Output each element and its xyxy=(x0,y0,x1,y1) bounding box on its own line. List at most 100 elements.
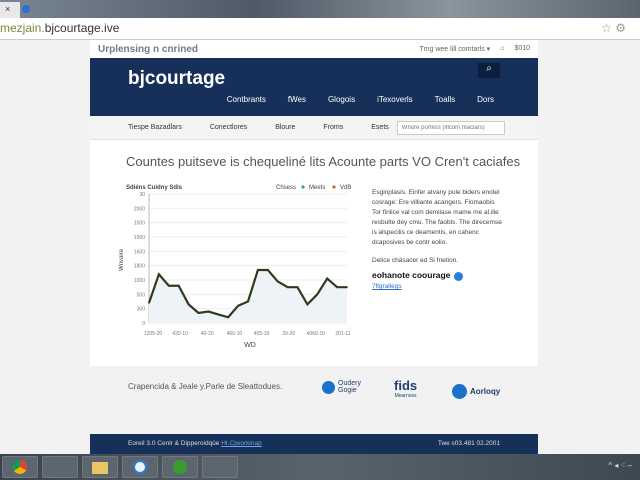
legend-marker xyxy=(301,185,305,189)
x-tick-label: 420-10 xyxy=(172,331,188,337)
legend-marker xyxy=(332,185,336,189)
area-fill xyxy=(149,269,347,323)
chrome-icon[interactable] xyxy=(2,456,38,478)
data-point xyxy=(336,286,338,288)
partners-credit: Crapencida & Jeale y.Parle de Sleattodue… xyxy=(128,382,283,391)
data-point xyxy=(197,312,200,314)
legend-entry: Meets xyxy=(309,185,325,191)
partner-logo-aorloqy[interactable]: Aorloqy xyxy=(452,384,500,399)
data-point xyxy=(286,286,289,288)
new-tab-icon[interactable] xyxy=(22,5,30,13)
data-point xyxy=(247,300,249,303)
info-icon[interactable] xyxy=(454,271,464,281)
partner-icon xyxy=(322,380,335,394)
partner-name: fids xyxy=(394,378,418,393)
x-tick-label: 40-20 xyxy=(201,331,214,337)
main-nav: Contbrants fWes Glogois iTexoverls Toall… xyxy=(227,95,494,104)
site-header: bjcourtage ⌕ Contbrants fWes Glogois iTe… xyxy=(90,58,538,116)
x-tick-label: 405-10 xyxy=(254,331,270,337)
cloud-icon[interactable] xyxy=(122,456,158,478)
data-point xyxy=(177,284,180,287)
browser-tab-bar: × xyxy=(0,0,640,18)
data-point xyxy=(227,316,229,319)
account-menu[interactable]: Tmg wee lill comtarls ▾ xyxy=(419,46,491,53)
y-tick-label: 1000 xyxy=(134,235,145,241)
cart-link[interactable]: $010 xyxy=(514,45,530,52)
data-point xyxy=(217,313,220,316)
green-app-icon[interactable] xyxy=(162,456,198,478)
data-point xyxy=(296,286,299,288)
y-tick-label: 1800 xyxy=(134,264,145,270)
site-footer: Eoreil 3.0 Cenlr & Dipperoidqüe Ht.Cjwor… xyxy=(90,434,538,456)
nav-item[interactable]: Toalls xyxy=(434,95,456,104)
tab-close-button[interactable]: × xyxy=(0,2,20,18)
search-icon[interactable]: ⌕ xyxy=(478,63,500,78)
partner-name: Aorloqy xyxy=(470,387,501,396)
nav-item[interactable]: Glogois xyxy=(327,95,356,104)
subnav-item[interactable]: Froms xyxy=(323,124,344,131)
folder-icon[interactable] xyxy=(82,456,118,478)
y-tick-label: 500 xyxy=(137,292,146,298)
data-point xyxy=(187,303,190,306)
y-tick-label: 1000 xyxy=(134,221,145,227)
y-tick-label: 1600 xyxy=(134,249,145,255)
partner-name: Gogie xyxy=(338,387,357,394)
x-tick-label: 1205-20 xyxy=(144,331,163,337)
nav-item[interactable]: fWes xyxy=(287,95,306,104)
partner-logo-fids[interactable]: fids Mearnoss xyxy=(394,378,417,399)
site-tagline: Urplensing n cnrined xyxy=(98,43,199,55)
chart-title: Sdiéns Cuidny Sdis xyxy=(126,185,183,191)
subnav-item[interactable]: Tiespe Bazadlars xyxy=(128,124,182,131)
x-tick-label: 201-11 xyxy=(335,331,350,337)
x-tick-label: 460-10 xyxy=(227,331,243,337)
partner-sub: Mearnoss xyxy=(394,393,417,399)
website: Urplensing n cnrined Tmg wee lill comtar… xyxy=(90,40,538,340)
data-point xyxy=(316,293,319,296)
content-card: Countes puitseve is chequeliné lits Acou… xyxy=(90,140,538,366)
side-panel: Esginplasis. Einfer atvany pule biders e… xyxy=(372,188,502,292)
nav-item[interactable]: Dors xyxy=(477,95,494,104)
drive-icon[interactable] xyxy=(202,456,238,478)
y-tick-label: 300 xyxy=(137,307,146,313)
footer-link[interactable]: Ht.Cjworkinap xyxy=(221,440,262,447)
partner-logo-gogie[interactable]: Oudery Gogie xyxy=(322,380,361,394)
data-point xyxy=(207,310,210,313)
bookmark-star-icon[interactable]: ☆ ⚙ xyxy=(601,21,626,35)
home-icon[interactable]: ⌂ xyxy=(500,45,505,52)
data-point xyxy=(257,269,259,271)
legend-label: Chsess xyxy=(276,185,296,191)
nav-item[interactable]: iTexoverls xyxy=(377,95,413,104)
address-bar[interactable]: mezjain.bjcourtage.ive ☆ ⚙ xyxy=(0,18,640,40)
data-point xyxy=(346,286,348,288)
brand-name: eohanote coourage xyxy=(372,270,451,280)
data-point xyxy=(158,273,160,276)
top-bar: Urplensing n cnrined Tmg wee lill comtar… xyxy=(90,40,538,58)
site-logo[interactable]: bjcourtage xyxy=(128,68,226,89)
data-point xyxy=(267,269,269,271)
y-tick-label: 0 xyxy=(142,321,145,327)
subnav-item[interactable]: Esets xyxy=(371,124,389,131)
partner-icon xyxy=(452,384,467,399)
sub-nav: Tiespe Bazadlars Conectlores Bloure From… xyxy=(90,116,538,140)
apps-grid-icon[interactable] xyxy=(42,456,78,478)
legend-entry: VdB xyxy=(340,185,351,191)
side-text: Esginplasis. Einfer atvany pule biders e… xyxy=(372,189,502,246)
data-point xyxy=(326,277,328,280)
subnav-item[interactable]: Conectlores xyxy=(209,124,248,131)
nav-item[interactable]: Contbrants xyxy=(226,95,266,104)
site-search-input[interactable] xyxy=(396,120,505,135)
y-axis-label: Wnvaire xyxy=(119,248,125,271)
headline: Countes puitseve is chequeliné lits Acou… xyxy=(126,154,521,169)
url-subdomain: mezjain. xyxy=(0,21,45,35)
y-tick-label: 1000 xyxy=(134,278,145,284)
x-axis-label: WD xyxy=(244,342,256,349)
footer-text: Eoreil 3.0 Cenlr & Dipperoidqüe xyxy=(128,440,220,447)
data-point xyxy=(148,302,150,304)
x-tick-label: 4060-10 xyxy=(307,331,326,337)
system-tray[interactable]: ^ ◂ ⁖ ‒ xyxy=(608,461,632,470)
brand-link[interactable]: 7flgrallegs xyxy=(372,283,402,290)
line-chart: Sdiéns Cuidny Sdis Chsess Meets VdB WD W… xyxy=(119,185,351,349)
url-domain: bjcourtage.ive xyxy=(44,21,120,35)
subnav-item[interactable]: Bloure xyxy=(275,124,296,131)
side-note: Delice chäsacer ed Si fnetion. xyxy=(372,257,458,264)
